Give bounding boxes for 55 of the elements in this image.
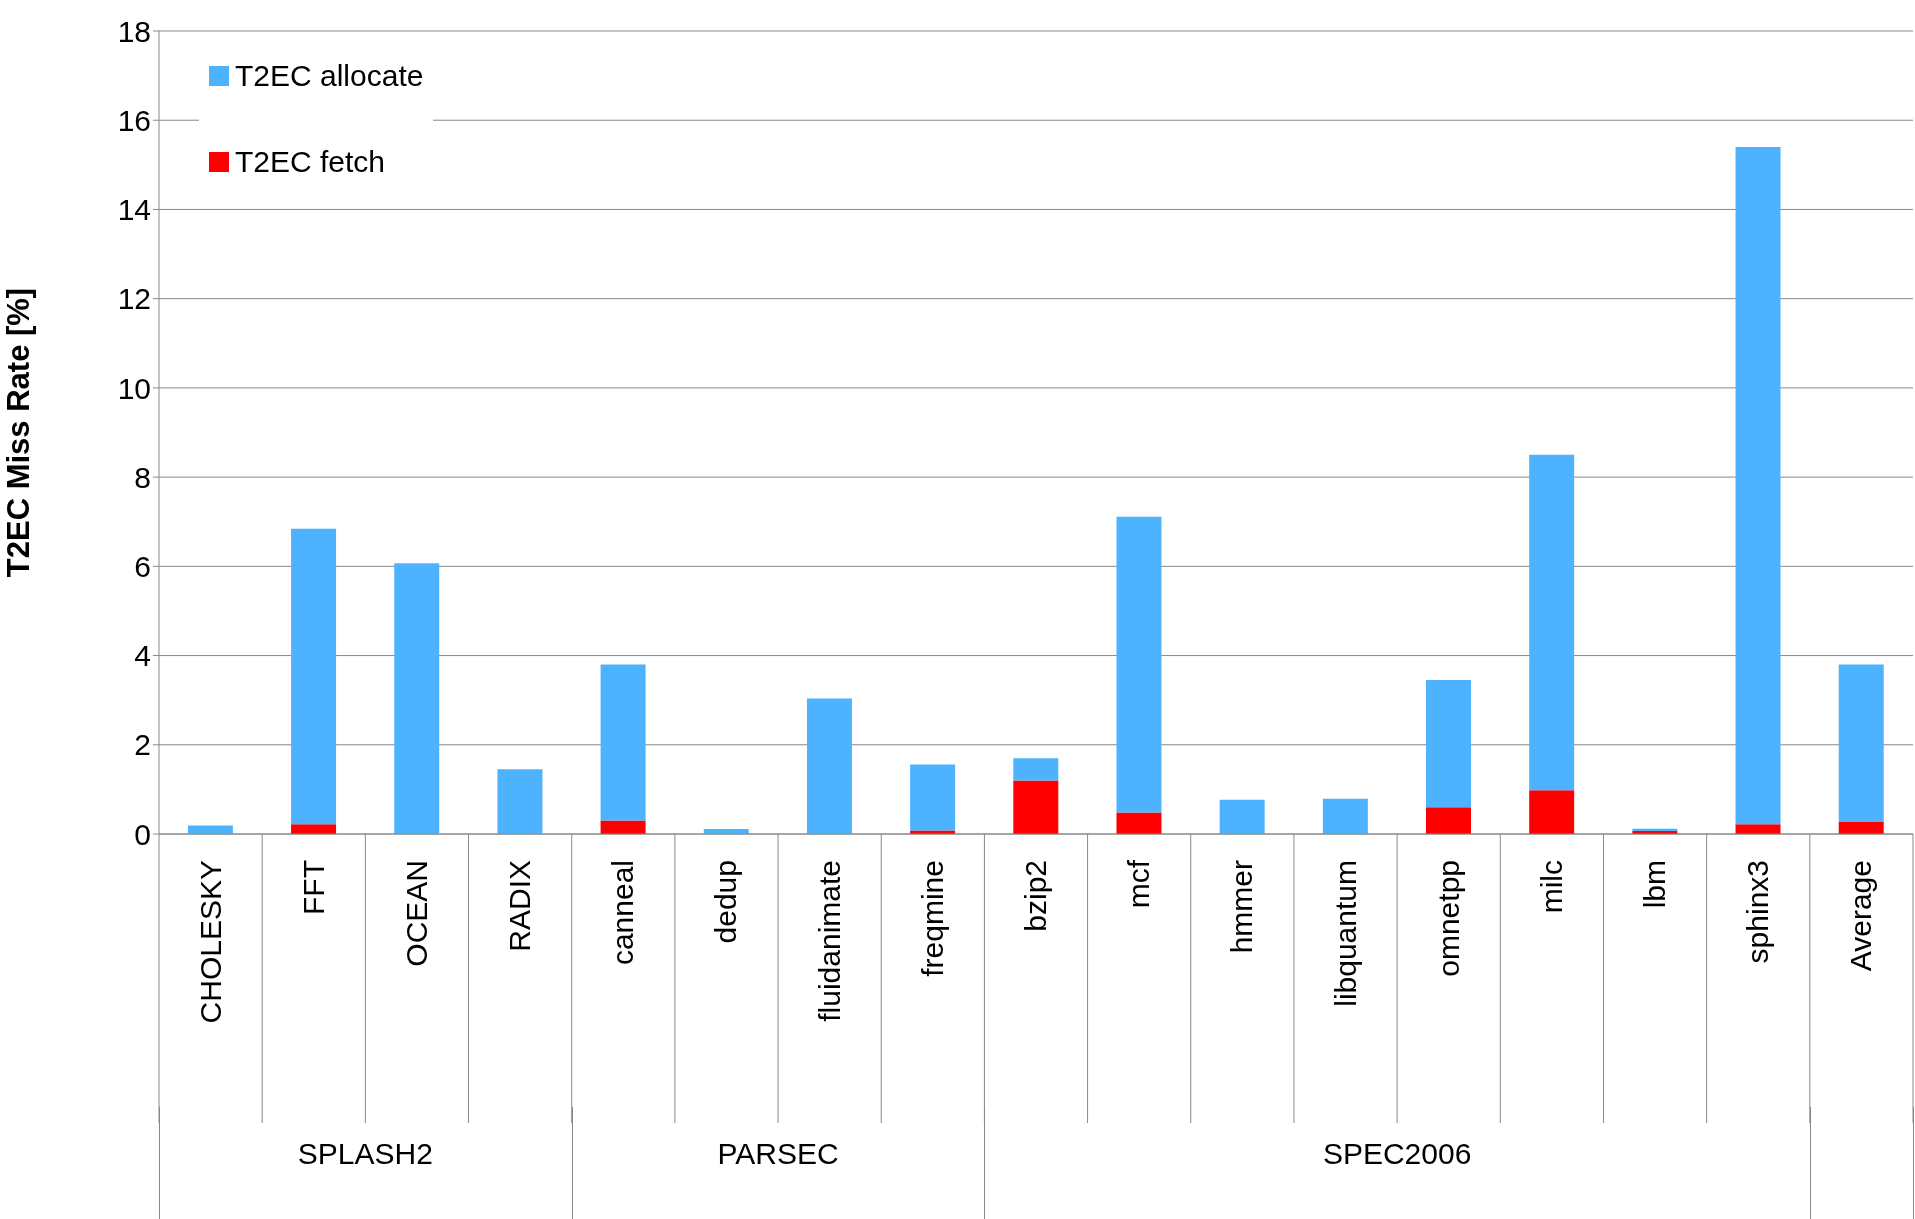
bar: [291, 824, 337, 834]
bar: [1529, 454, 1575, 791]
x-tick-label: FFT: [296, 860, 330, 915]
x-tick-label: Average: [1844, 860, 1878, 972]
x-tick-label: CHOLESKY: [193, 860, 227, 1024]
y-axis-title: T2EC Miss Rate [%]: [1, 287, 37, 578]
text: SPLASH2: [296, 1137, 434, 1171]
bar: [1426, 680, 1472, 808]
x-tick-label: freqmine: [915, 860, 949, 977]
text: PARSEC: [716, 1137, 840, 1171]
y-tick-label: 8: [134, 460, 151, 494]
bar: [600, 820, 646, 834]
bar: [1735, 146, 1781, 825]
bar: [291, 528, 337, 825]
x-tick-label: sphinx3: [1741, 860, 1775, 964]
bar: [1013, 780, 1059, 834]
x-tick-label: mcf: [1122, 859, 1156, 909]
x-tick-label: dedup: [709, 860, 743, 944]
y-tick-label: 14: [117, 193, 151, 227]
x-tick-label: canneal: [606, 860, 640, 966]
bar: [1219, 799, 1265, 834]
y-tick-label: 4: [134, 639, 151, 673]
x-tick-label: OCEAN: [399, 860, 433, 967]
bar: [1426, 807, 1472, 834]
text: SPEC2006: [1321, 1137, 1473, 1171]
y-tick-label: 16: [117, 103, 151, 137]
y-tick-label: 18: [117, 14, 151, 48]
y-tick-label: 2: [134, 728, 151, 762]
bar: [600, 664, 646, 821]
bar: [394, 563, 440, 834]
x-tick-label: libquantum: [1328, 860, 1362, 1007]
y-tick-label: 10: [117, 371, 151, 405]
x-tick-label: fluidanimate: [812, 860, 846, 1022]
x-tick-label: hmmer: [1225, 859, 1259, 954]
y-tick-label: 12: [117, 282, 151, 316]
bar: [910, 764, 956, 831]
bar: [1013, 758, 1059, 781]
bar: [1322, 798, 1368, 834]
bar: [1838, 821, 1884, 834]
x-tick-label: milc: [1534, 860, 1568, 914]
y-tick-label: 6: [134, 549, 151, 583]
x-tick-label: lbm: [1638, 860, 1672, 909]
bar: [1529, 790, 1575, 834]
x-tick-label: omnetpp: [1431, 860, 1465, 977]
bar: [1735, 824, 1781, 834]
legend-label: T2EC fetch: [235, 145, 386, 179]
bar: [1116, 516, 1162, 813]
bar: [1838, 664, 1884, 822]
x-tick-label: bzip2: [1019, 860, 1052, 932]
x-tick-label: RADIX: [503, 860, 537, 952]
bar: [806, 698, 852, 834]
legend-label: T2EC allocate: [235, 59, 424, 93]
bar: [1116, 812, 1162, 834]
y-tick-label: 0: [134, 817, 151, 851]
bar: [497, 769, 543, 834]
